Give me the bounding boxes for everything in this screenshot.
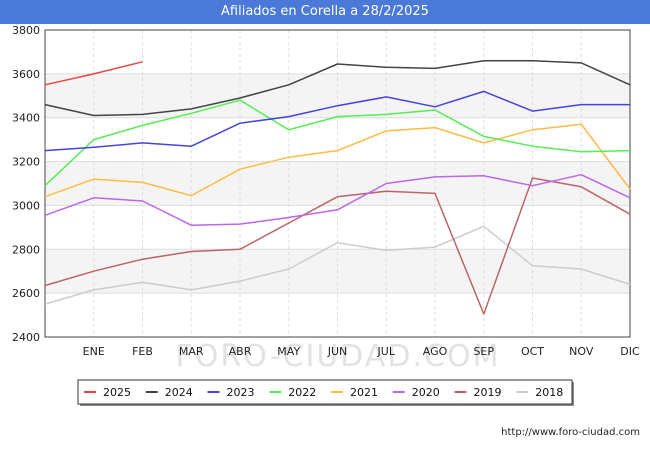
legend-label-2020: 2020 [412, 386, 440, 399]
series-line-2018 [44, 225, 631, 305]
legend-box [77, 379, 573, 405]
chart-title: Afiliados en Corella a 28/2/2025 [0, 0, 650, 24]
y-axis: 2400 2600 2800 3000 3200 3400 3600 3800 [12, 24, 40, 344]
x-tick-label: ABR [229, 345, 252, 358]
legend-label-2023: 2023 [227, 386, 255, 399]
y-tick-label: 3400 [12, 112, 40, 125]
x-tick-label: OCT [521, 345, 544, 358]
watermark: FORO-CIUDAD.COM [176, 339, 501, 374]
series-line-2025 [44, 61, 143, 86]
y-tick-label: 3800 [12, 24, 40, 37]
legend-label-2021: 2021 [350, 386, 378, 399]
grid-lines [44, 29, 631, 338]
source-url: http://www.foro-ciudad.com [501, 427, 640, 438]
series-line-2021 [44, 123, 631, 198]
legend-label-2018: 2018 [535, 386, 563, 399]
y-tick-label: 3000 [12, 199, 40, 212]
legend-label-2019: 2019 [474, 386, 502, 399]
x-tick-label: JUL [377, 345, 396, 358]
series-line-2019 [44, 177, 631, 315]
series-line-2024 [44, 59, 631, 117]
x-tick-label: JUN [327, 345, 348, 358]
x-tick-label: NOV [569, 345, 594, 358]
x-tick-label: AGO [423, 345, 448, 358]
x-tick-label: SEP [473, 345, 494, 358]
legend: 2025 2024 2023 2022 2021 2020 2019 2018 [77, 379, 574, 406]
legend-label-2022: 2022 [288, 386, 316, 399]
y-tick-label: 2600 [12, 287, 40, 300]
series-line-2020 [44, 173, 631, 226]
x-tick-label: MAY [277, 345, 300, 358]
x-tick-label: DIC [620, 345, 640, 358]
series-lines [44, 59, 631, 315]
y-tick-label: 2800 [12, 243, 40, 256]
legend-label-2025: 2025 [103, 386, 131, 399]
x-tick-label: ENE [83, 345, 105, 358]
x-tick-label: FEB [132, 345, 153, 358]
y-tick-label: 2400 [12, 331, 40, 344]
legend-label-2024: 2024 [165, 386, 193, 399]
series-line-2022 [44, 99, 631, 187]
x-axis: ENE FEB MAR ABR MAY JUN JUL AGO SEP OCT NOV DIC [83, 345, 640, 358]
plot-border [44, 29, 631, 338]
series-line-2023 [44, 90, 630, 152]
y-tick-label: 3600 [12, 68, 40, 81]
y-tick-label: 3200 [12, 156, 40, 169]
x-tick-label: MAR [179, 345, 204, 358]
